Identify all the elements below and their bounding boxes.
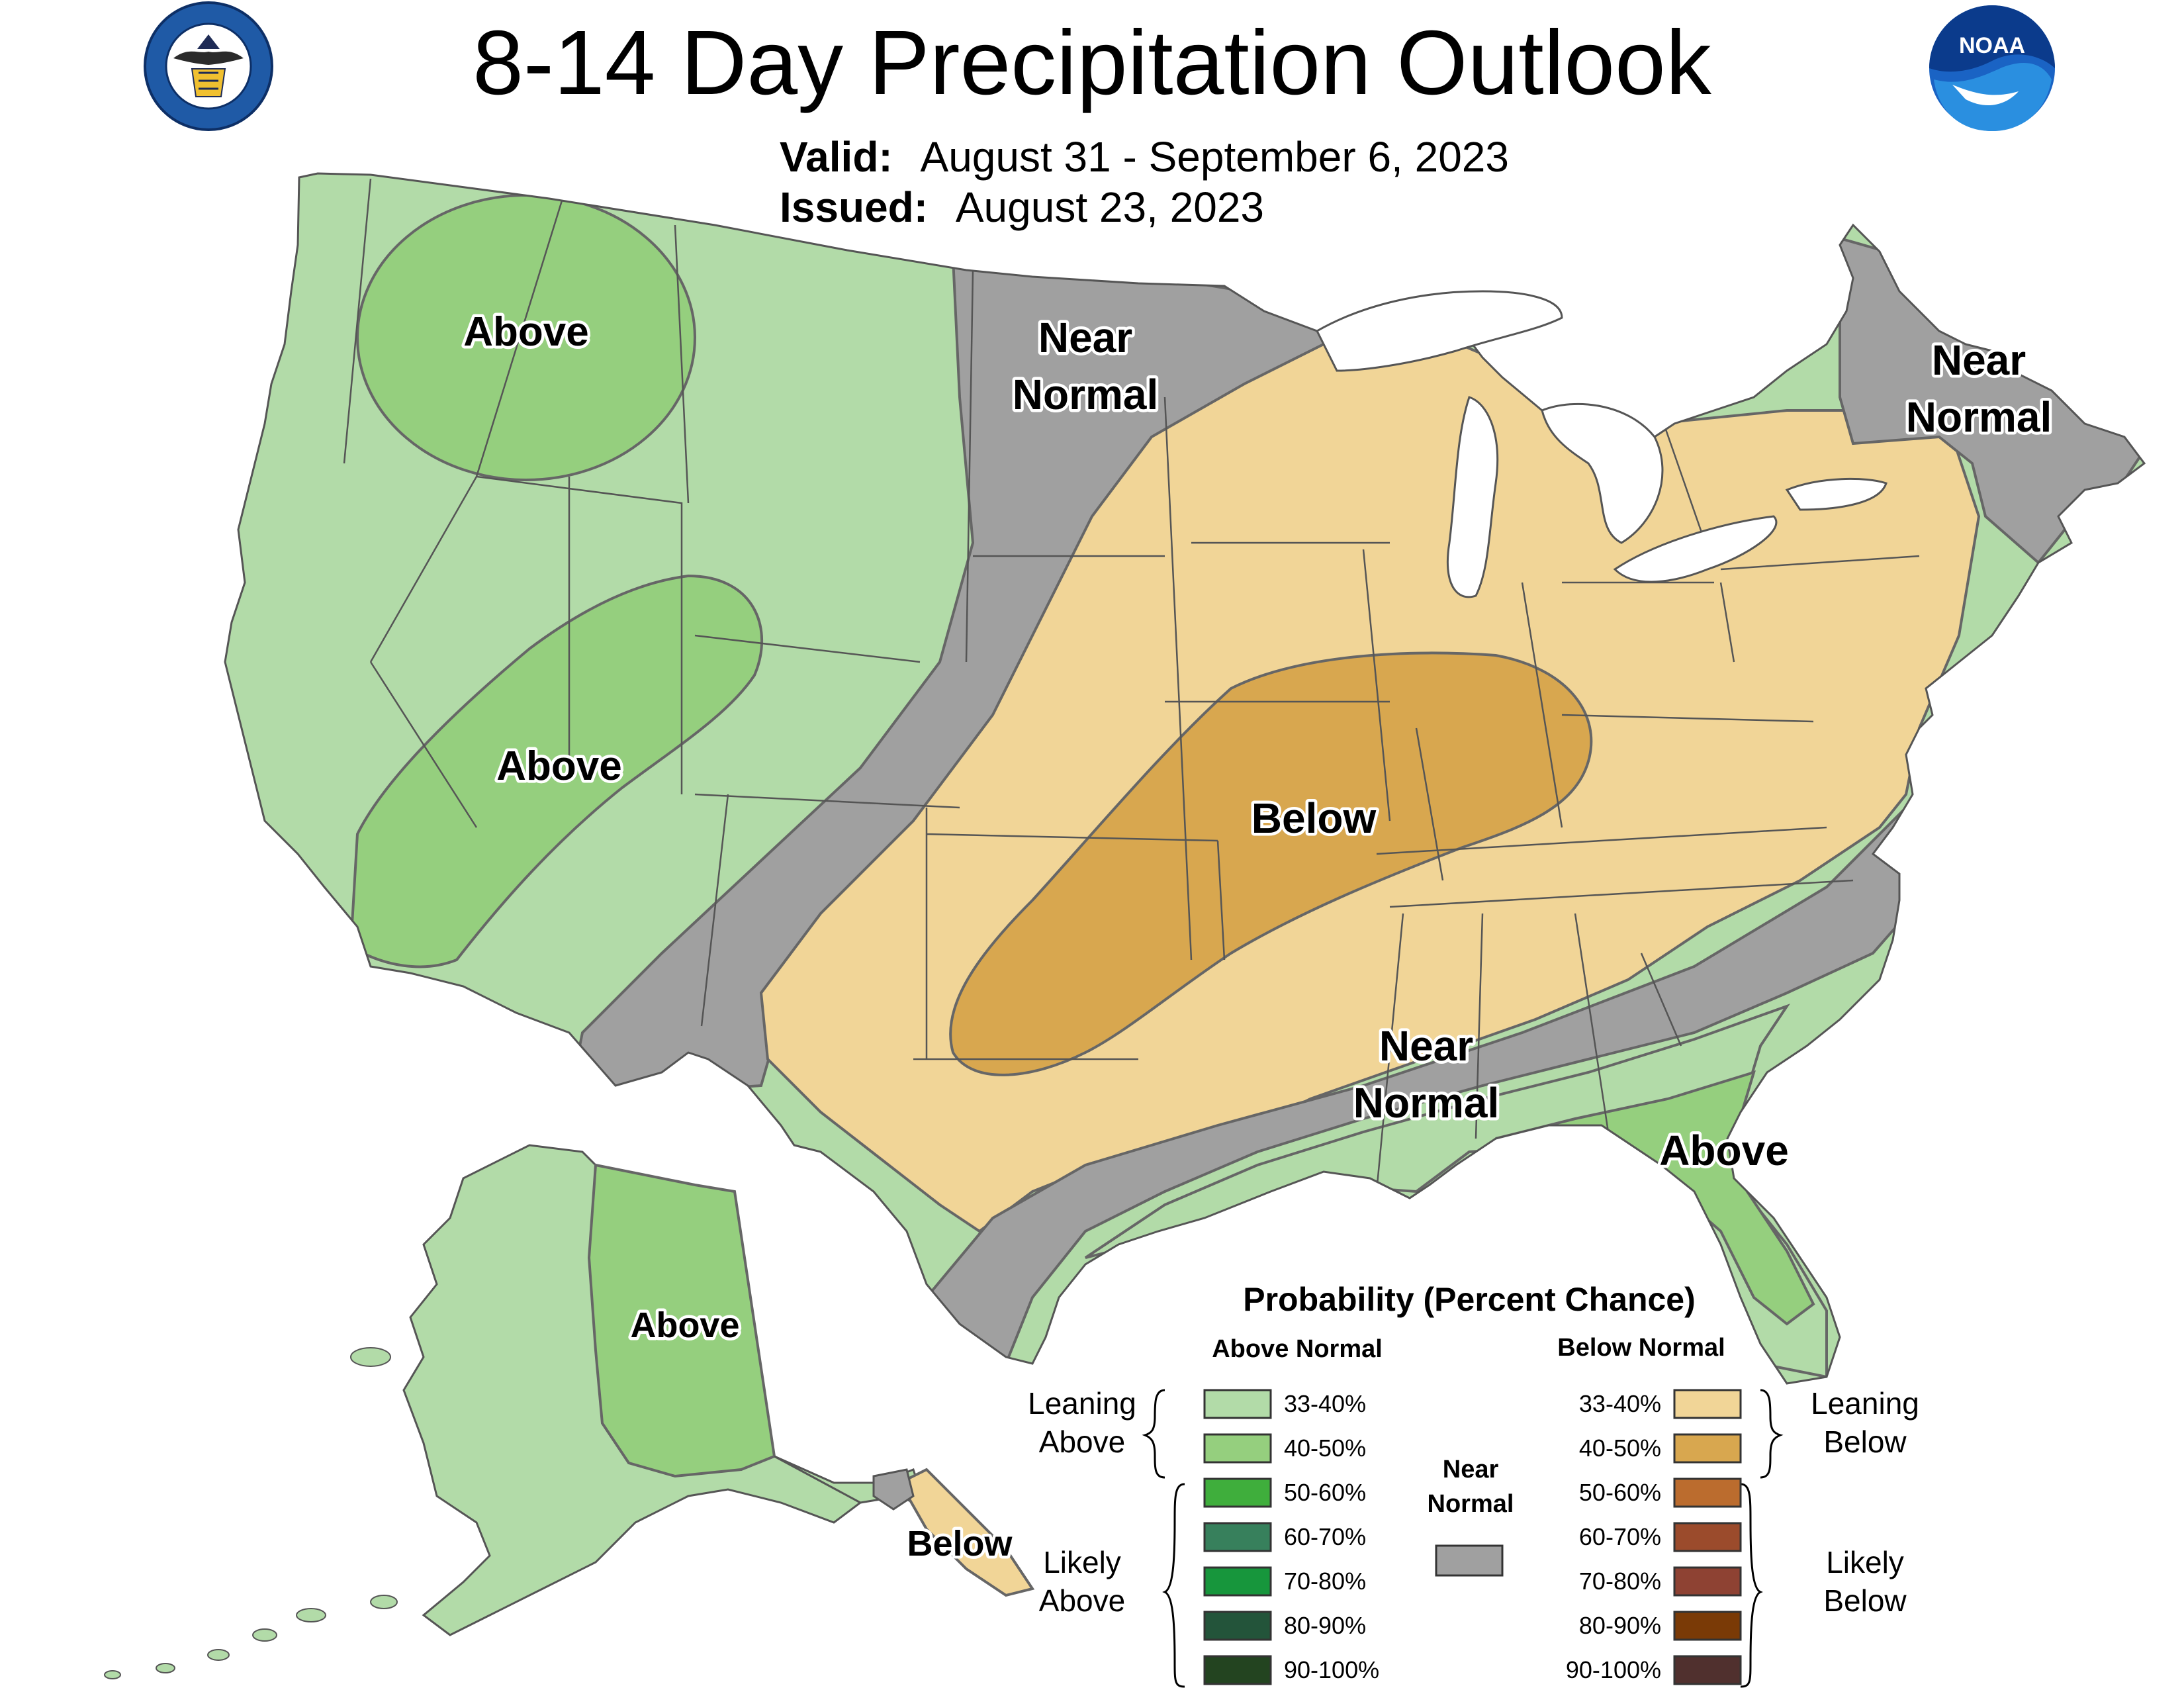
region-labels: Above Above Near Normal Below Near Norma… (461, 306, 2055, 1567)
south-near-label-2: Normal (1353, 1079, 1500, 1127)
legend-leaning-below-2: Below (1823, 1425, 1907, 1459)
legend-braces (1142, 1389, 1784, 1688)
legend-below-header: Below Normal (1557, 1334, 1725, 1362)
southeast-above-label: Above (1659, 1127, 1789, 1174)
legend-above-swatch (1203, 1522, 1272, 1552)
legend-below-range: 33-40% (1579, 1390, 1661, 1417)
noaa-logo-text: NOAA (1959, 33, 2025, 58)
legend-below-range: 60-70% (1579, 1523, 1661, 1550)
legend-below-range: 40-50% (1579, 1434, 1661, 1462)
legend-title: Probability (Percent Chance) (1243, 1281, 1696, 1318)
conus-map (224, 172, 2146, 1385)
legend-likely-below-1: Likely (1826, 1545, 1904, 1579)
legend-above-swatch (1203, 1477, 1272, 1508)
legend-below-swatch (1673, 1655, 1742, 1685)
commerce-seal-icon (144, 1, 273, 131)
noaa-logo-icon: NOAA (1929, 5, 2055, 131)
legend-above-swatch (1203, 1566, 1272, 1597)
northwest-above-label: Above (463, 309, 588, 355)
legend-above-swatch (1203, 1389, 1272, 1419)
legend-near-header-2: Normal (1428, 1490, 1514, 1518)
southwest-above-core-area (349, 574, 764, 968)
aleutian-islands (104, 1347, 398, 1679)
legend-likely-below-2: Below (1823, 1583, 1907, 1618)
valid-label: Valid: (780, 133, 893, 181)
alaska-below-label: Below (907, 1524, 1013, 1564)
legend-leaning-above-2: Above (1039, 1425, 1125, 1459)
legend-below-swatch (1673, 1611, 1742, 1641)
legend-above-range: 80-90% (1284, 1612, 1366, 1639)
legend-above-swatch (1203, 1655, 1272, 1685)
lake-huron (1541, 402, 1664, 544)
legend-below-range: 90-100% (1566, 1656, 1661, 1683)
conus-regions (343, 178, 2144, 1379)
legend-above-range: 40-50% (1284, 1434, 1366, 1462)
alaska-map (104, 1144, 1035, 1679)
legend-above-swatch (1203, 1611, 1272, 1641)
central-below-label: Below (1251, 794, 1377, 842)
legend: Probability (Percent Chance) Above Norma… (1028, 1281, 1919, 1688)
legend-below-rows: 33-40% 40-50% 50-60% 60-70% 70-80% 80-90% 90-1… (1566, 1389, 1742, 1685)
plains-near-label-1: Near (1038, 314, 1132, 361)
lake-michigan (1446, 396, 1499, 598)
issued-line: Issued: August 23, 2023 (780, 183, 1264, 232)
valid-line: Valid: August 31 - September 6, 2023 (780, 132, 1509, 181)
legend-likely-above-2: Above (1039, 1583, 1125, 1618)
lake-ontario (1785, 477, 1888, 511)
legend-leaning-below-1: Leaning (1811, 1386, 1919, 1421)
northeast-near-label-2: Normal (1906, 393, 2052, 441)
south-near-label-1: Near (1379, 1022, 1473, 1070)
plains-near-label-2: Normal (1013, 371, 1159, 418)
legend-likely-above-1: Likely (1043, 1545, 1121, 1579)
legend-above-range: 90-100% (1284, 1656, 1379, 1683)
legend-leaning-above-1: Leaning (1028, 1386, 1136, 1421)
legend-above-rows: 33-40% 40-50% 50-60% 60-70% 70-80% 80-90% 90-1… (1203, 1389, 1379, 1685)
legend-above-range: 50-60% (1284, 1479, 1366, 1506)
southeast-above-area (1084, 1004, 1828, 1379)
valid-value: August 31 - September 6, 2023 (920, 133, 1509, 181)
legend-above-range: 70-80% (1284, 1568, 1366, 1595)
state-borders (343, 178, 1920, 1192)
alaska-above-core-area (587, 1163, 776, 1478)
legend-below-swatch (1673, 1477, 1742, 1508)
legend-near-header-1: Near (1443, 1456, 1499, 1483)
lake-superior (1316, 290, 1563, 372)
central-below-core-area (949, 651, 1593, 1076)
issued-value: August 23, 2023 (955, 183, 1264, 231)
south-near-normal-area (925, 804, 1921, 1366)
legend-near-swatch (1435, 1544, 1504, 1577)
southwest-above-label: Above (496, 743, 621, 789)
legend-above-range: 60-70% (1284, 1523, 1366, 1550)
legend-above-header: Above Normal (1212, 1335, 1383, 1363)
legend-above-range: 33-40% (1284, 1390, 1366, 1417)
legend-below-swatch (1673, 1389, 1742, 1419)
alaska-below-area (898, 1468, 1035, 1597)
legend-below-range: 50-60% (1579, 1479, 1661, 1506)
alaska-above-label: Above (630, 1305, 739, 1345)
northeast-near-label-1: Near (1932, 336, 2026, 384)
legend-below-range: 80-90% (1579, 1612, 1661, 1639)
legend-below-range: 70-80% (1579, 1568, 1661, 1595)
great-lakes (1316, 290, 1888, 598)
legend-above-swatch (1203, 1433, 1272, 1464)
legend-below-swatch (1673, 1433, 1742, 1464)
page-title: 8-14 Day Precipitation Outlook (473, 12, 1711, 114)
legend-below-swatch (1673, 1522, 1742, 1552)
alaska-panhandle-gray (872, 1468, 915, 1511)
lake-erie (1613, 515, 1778, 583)
issued-label: Issued: (780, 183, 929, 231)
legend-below-swatch (1673, 1566, 1742, 1597)
